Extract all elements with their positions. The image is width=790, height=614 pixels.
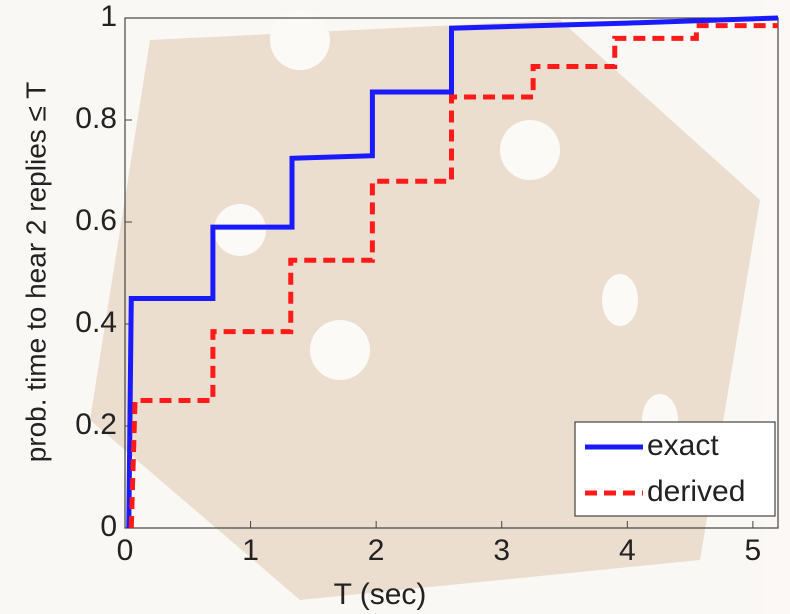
plot-frame bbox=[124, 17, 779, 529]
y-tick-label: 0 bbox=[100, 510, 117, 543]
x-tick-label: 5 bbox=[745, 534, 762, 567]
legend-label: exact bbox=[647, 429, 719, 462]
y-tick-label: 0.4 bbox=[75, 306, 117, 339]
y-axis-label: prob. time to hear 2 replies ≤ T bbox=[20, 82, 51, 463]
y-tick-label: 0.8 bbox=[75, 102, 117, 135]
series-line bbox=[126, 15, 779, 529]
x-tick-label: 1 bbox=[242, 534, 259, 567]
legend-box bbox=[574, 421, 776, 517]
x-tick-label: 0 bbox=[117, 534, 134, 567]
legend-label: derived bbox=[647, 475, 745, 508]
x-tick-label: 3 bbox=[493, 534, 510, 567]
y-tick-label: 0.2 bbox=[75, 408, 117, 441]
x-tick-label: 2 bbox=[368, 534, 385, 567]
y-tick-label: 0.6 bbox=[75, 204, 117, 237]
x-tick-label: 4 bbox=[619, 534, 636, 567]
y-tick-label: 1 bbox=[100, 0, 117, 33]
series-line bbox=[128, 23, 778, 529]
x-axis-label: T (sec) bbox=[334, 578, 427, 611]
